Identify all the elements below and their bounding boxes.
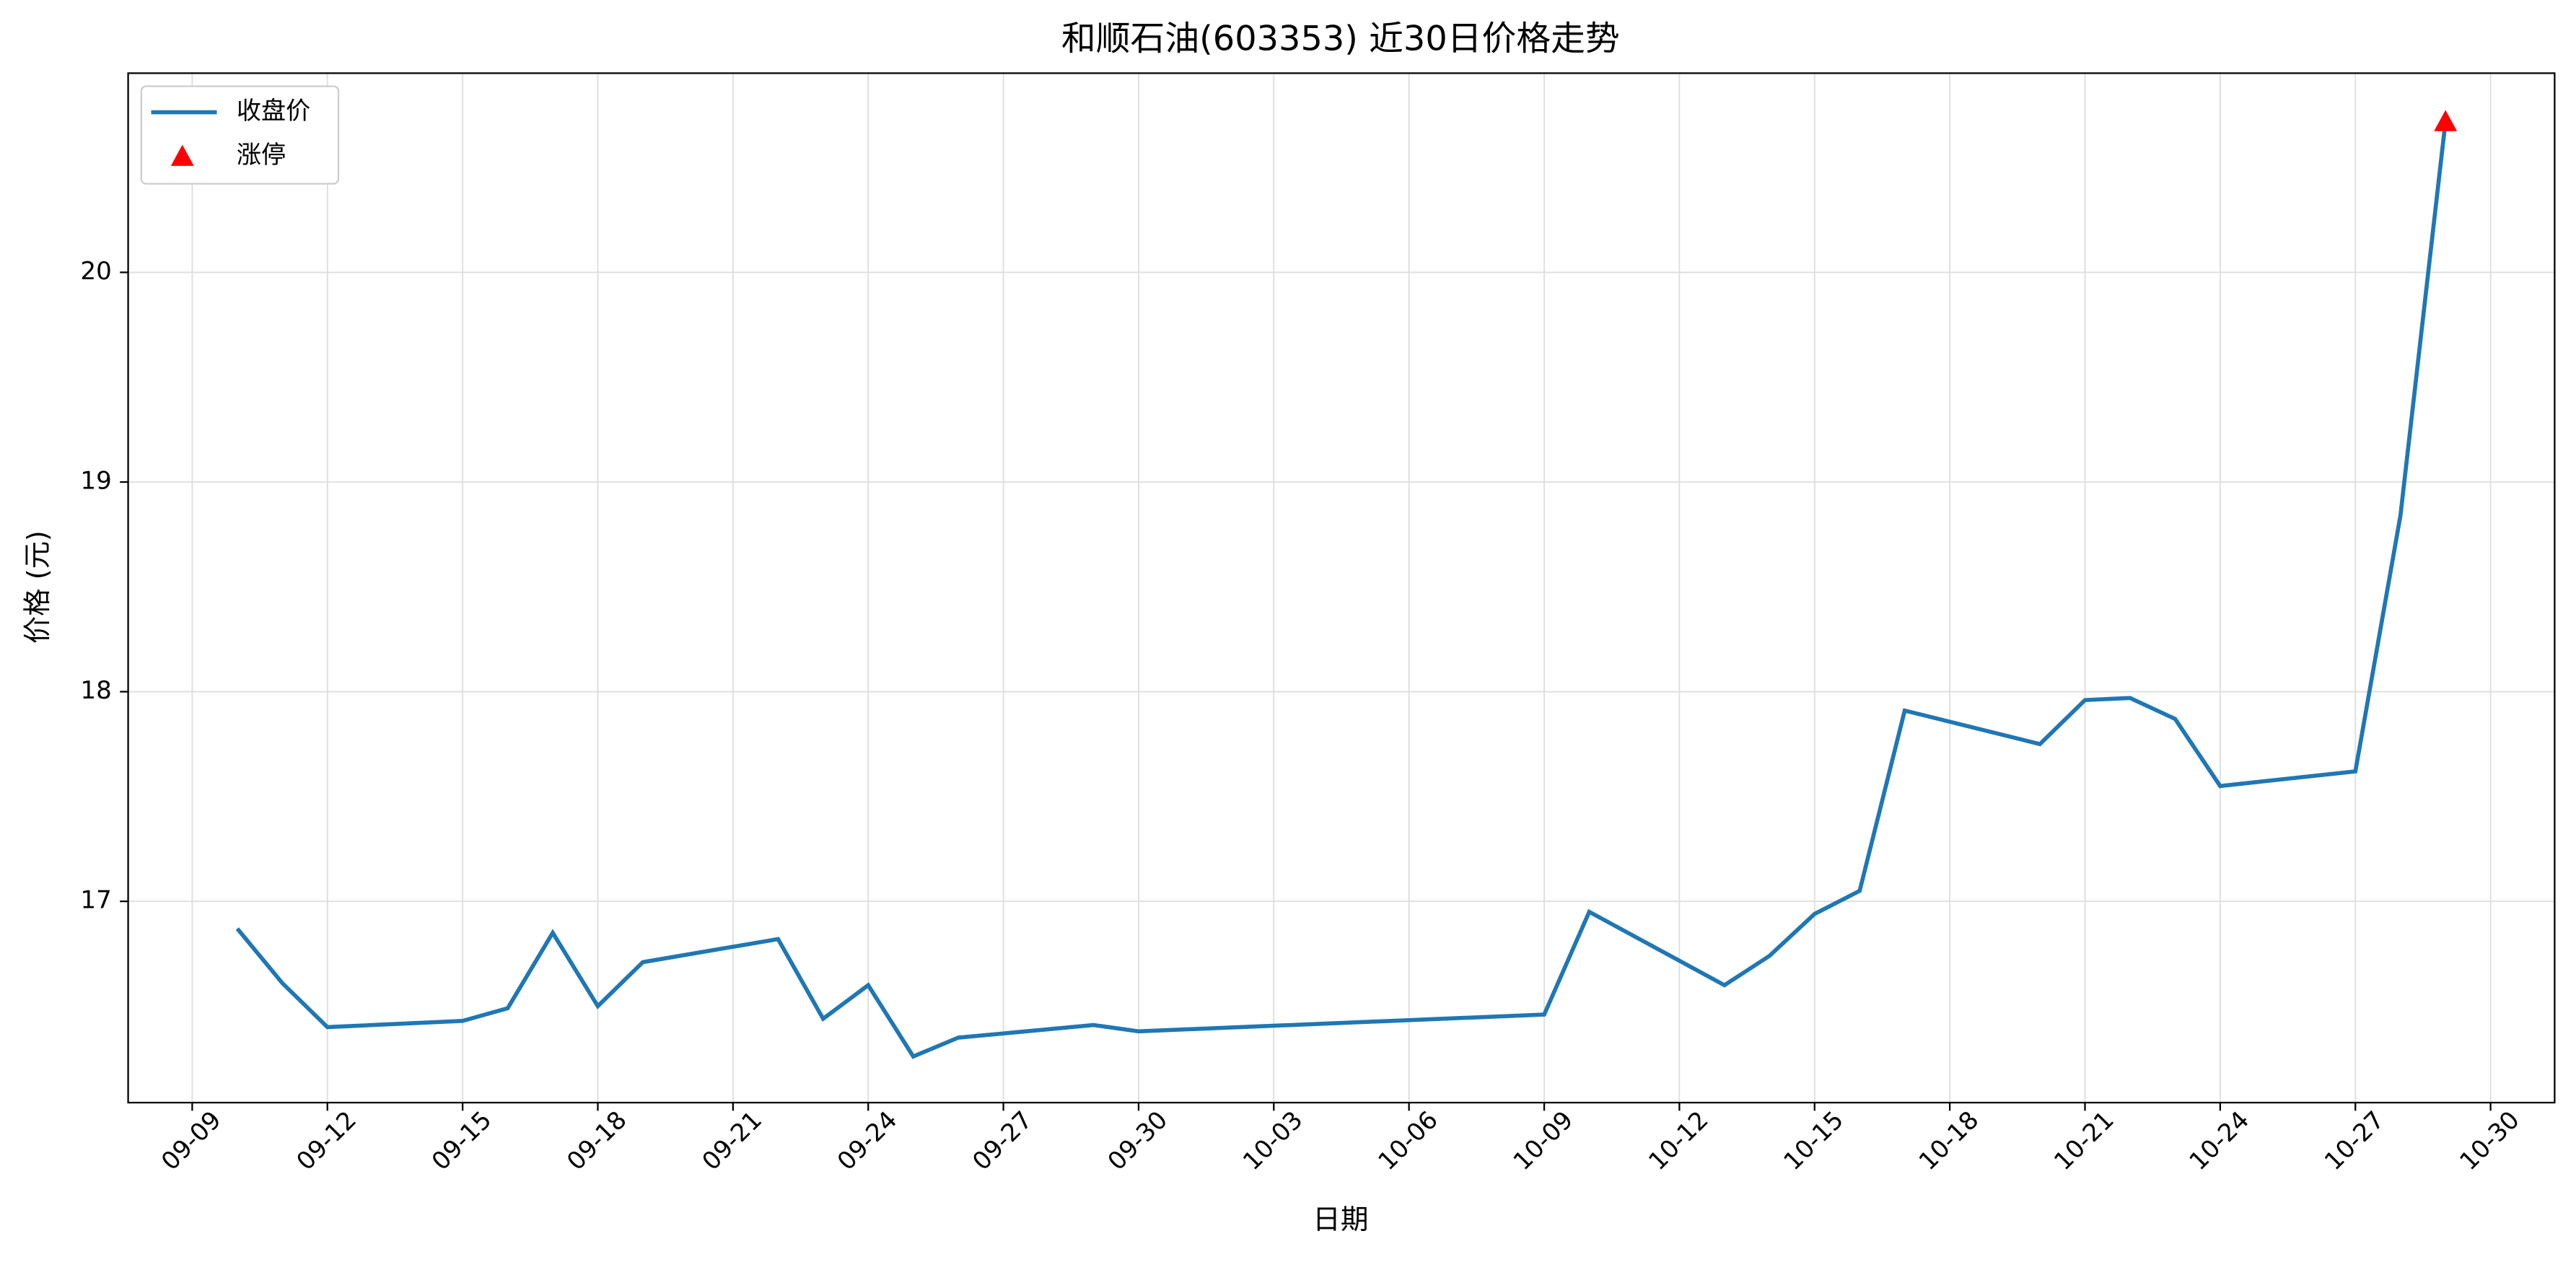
y-tick-label: 19 xyxy=(80,467,111,496)
plot-frame xyxy=(127,72,2556,1104)
legend-marker xyxy=(170,144,194,166)
legend-label: 收盘价 xyxy=(237,97,310,126)
y-tick-label: 17 xyxy=(80,886,111,915)
chart-title: 和顺石油(603353) 近30日价格走势 xyxy=(1061,19,1620,58)
x-axis-label: 日期 xyxy=(1313,1204,1368,1236)
legend-label: 涨停 xyxy=(237,141,286,170)
y-tick-label: 18 xyxy=(80,676,111,705)
y-axis-label: 价格 (元) xyxy=(22,530,54,644)
price-line xyxy=(235,121,2448,1059)
limit-up-marker xyxy=(2434,110,2458,131)
y-tick-label: 20 xyxy=(80,257,111,286)
